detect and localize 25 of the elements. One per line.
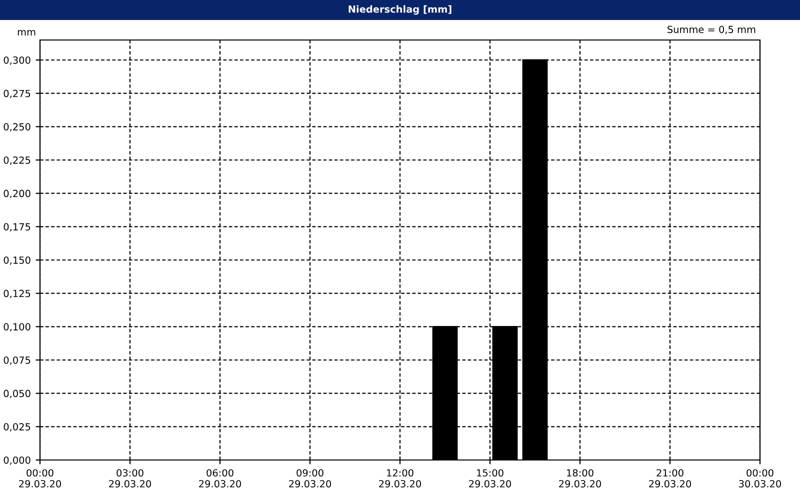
- x-tick-label: 00:00 29.03.20: [19, 469, 61, 488]
- x-tick-label: 06:00 29.03.20: [199, 469, 241, 488]
- y-tick-label: 0,050: [4, 390, 30, 398]
- x-tick-label: 00:00 30.03.20: [739, 469, 781, 488]
- text: Summe = 0,5 mm: [668, 26, 756, 34]
- x-tick-label: 09:00 29.03.20: [289, 469, 331, 488]
- y-tick-label: 0,075: [4, 356, 30, 365]
- x-tick-label: 03:00 29.03.20: [109, 469, 151, 488]
- y-tick-label: 0,225: [4, 156, 30, 165]
- y-tick-label: 0,025: [4, 423, 30, 432]
- y-axis-title: mm: [18, 30, 36, 36]
- x-tick-label: 18:00 29.03.20: [559, 469, 601, 488]
- y-tick-label: 0,300: [4, 56, 30, 65]
- y-tick-label: 0,175: [4, 223, 30, 232]
- y-tick-label: 0,125: [4, 290, 30, 298]
- y-tick-label: 0,100: [4, 323, 30, 332]
- y-tick-label: 0,275: [4, 90, 30, 98]
- x-tick-label: 15:00 29.03.20: [469, 469, 511, 488]
- y-tick-label: 0,250: [4, 123, 30, 132]
- chart-title: Niederschlag [mm]: [348, 5, 452, 15]
- y-tick-label: 0,000: [4, 456, 30, 465]
- x-tick-label: 21:00 29.03.20: [649, 469, 691, 488]
- y-tick-label: 0,150: [4, 256, 30, 265]
- y-tick-label: 0,200: [4, 190, 30, 198]
- x-tick-label: 12:00 29.03.20: [379, 469, 421, 488]
